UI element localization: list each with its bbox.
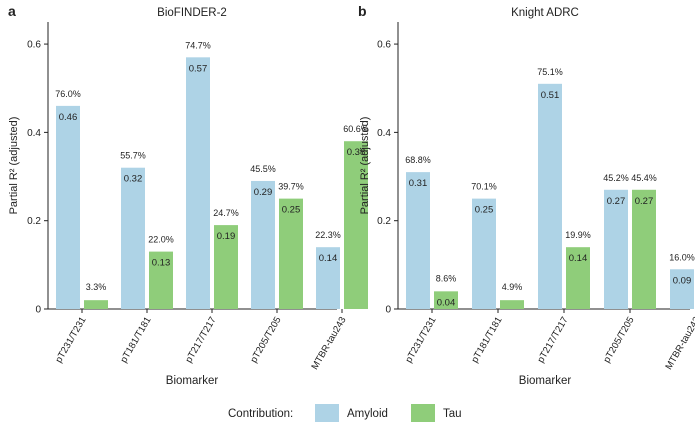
bar-tau [214,225,238,309]
y-tick-label: 0.4 [377,128,391,139]
legend: Contribution: Amyloid Tau [228,404,462,422]
bar-percent-label: 68.8% [405,155,431,165]
bar-percent-label: 45.5% [250,164,276,174]
y-tick-label: 0 [385,305,391,316]
bar-percent-label: 4.9% [502,282,523,292]
x-tick-label: pT181/T181 [469,315,504,365]
y-tick-label: 0 [35,305,41,316]
bar-percent-label: 74.7% [185,40,211,50]
x-tick-label: pT205/T205 [248,315,283,365]
bar-percent-label: 70.1% [471,182,497,192]
bar-value-label: 0.51 [541,90,560,101]
legend-label-tau: Tau [443,408,462,420]
y-tick-label: 0.2 [377,216,391,227]
bar-value-label: 0.25 [475,205,494,216]
bar-percent-label: 45.4% [631,173,657,183]
y-tick-label: 0.4 [27,128,41,139]
x-tick-label: pT205/T205 [601,315,636,365]
bar-percent-label: 22.3% [315,230,341,240]
chart-title: Knight ADRC [511,7,579,19]
bar-value-label: 0.27 [607,196,626,207]
bar-tau [500,300,524,309]
bar-value-label: 0.13 [152,258,171,269]
bar-amyloid [670,269,694,309]
x-tick-label: pT231/T231 [403,315,438,365]
y-tick-label: 0.6 [27,40,41,51]
x-tick-label: pT231/T231 [53,315,88,365]
x-axis-label: Biomarker [166,375,219,387]
panel-a: a BioFINDER-2 0 0.2 0.4 0.6 Partial R² (adjust… [8,3,369,387]
bar-amyloid [56,105,80,310]
bar-amyloid [538,83,562,309]
legend-swatch-tau [411,404,435,422]
bar-tau [566,247,590,309]
bar-percent-label: 19.9% [565,230,591,240]
bar-percent-label: 60.6% [343,124,369,134]
bar-tau [434,291,458,309]
legend-title: Contribution: [228,408,293,420]
bar-value-label: 0.38 [347,147,366,158]
bar-amyloid [472,198,496,309]
x-tick-label: pT217/T217 [535,315,570,365]
bar-value-label: 0.09 [673,275,692,286]
bar-amyloid [121,167,145,309]
bar-value-label: 0.46 [59,112,78,123]
bar-percent-label: 75.1% [537,67,563,77]
bar-value-label: 0.14 [319,253,338,264]
bar-value-label: 0.32 [124,174,143,185]
bar-amyloid [316,247,340,309]
bar-amyloid [604,189,628,309]
y-tick-label: 0.2 [27,216,41,227]
y-axis-label: Partial R² (adjusted) [359,117,371,215]
chart-title: BioFINDER-2 [157,7,227,19]
bar-percent-label: 16.0% [669,252,695,262]
x-tick-label: pT181/T181 [118,315,153,365]
y-axis-label: Partial R² (adjusted) [8,117,20,215]
bar-percent-label: 39.7% [278,182,304,192]
bar-tau [344,141,368,309]
bar-value-label: 0.29 [254,187,273,198]
panel-letter: b [358,3,367,19]
bar-tau [149,251,173,309]
y-tick-label: 0.6 [377,40,391,51]
bar-percent-label: 45.2% [603,173,629,183]
x-tick-label: pT217/T217 [183,315,218,365]
bar-value-label: 0.04 [437,297,456,308]
legend-label-amyloid: Amyloid [347,408,388,420]
bar-amyloid [186,57,210,310]
bar-percent-label: 24.7% [213,208,239,218]
panel-b: b Knight ADRC 0 0.2 0.4 0.6 Partial R² (adjust… [358,3,695,387]
bar-amyloid [406,172,430,309]
x-axis-label: Biomarker [519,375,572,387]
bar-tau [84,300,108,309]
legend-swatch-amyloid [315,404,339,422]
bar-percent-label: 76.0% [55,89,81,99]
bar-value-label: 0.14 [569,253,588,264]
bar-percent-label: 3.3% [86,282,107,292]
bar-amyloid [251,180,275,309]
bar-tau [279,198,303,309]
bar-value-label: 0.31 [409,178,428,189]
bar-percent-label: 55.7% [120,151,146,161]
x-tick-label: MTBR-tau243 [310,315,349,372]
x-tick-label: MTBR-tau243 [664,315,695,372]
bar-percent-label: 22.0% [148,235,174,245]
bar-tau [632,189,656,309]
panel-letter: a [8,3,16,19]
bar-value-label: 0.25 [282,205,301,216]
bar-percent-label: 8.6% [436,273,457,283]
bar-value-label: 0.19 [217,231,236,242]
bar-value-label: 0.57 [189,63,208,74]
bar-value-label: 0.27 [635,196,654,207]
